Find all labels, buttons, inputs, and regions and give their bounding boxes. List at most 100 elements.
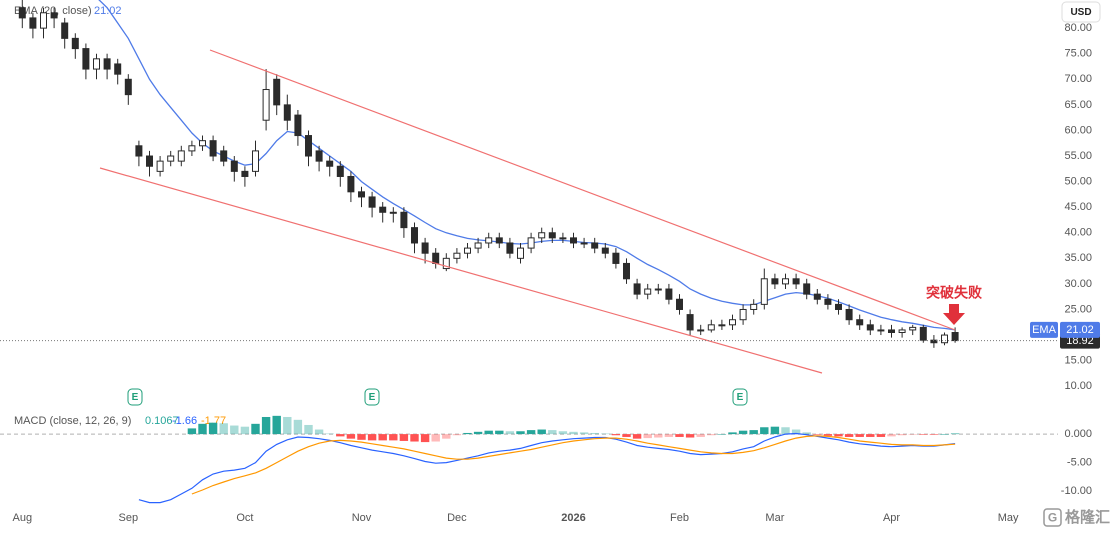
candle-body [898,329,906,334]
candle-body [146,155,153,167]
macd-histogram-bar [590,432,599,435]
candle-body [591,242,599,249]
candle-body [135,145,143,157]
candle-body [262,89,270,121]
macd-histogram-bar [866,434,875,437]
candle-body [209,140,217,157]
x-tick-label: Nov [352,512,372,524]
macd-y-tick-label: -10.00 [1061,485,1092,497]
macd-histogram-bar [420,434,430,443]
candle-body [782,278,789,285]
candle-body [718,324,726,327]
trend-line-lower [99,167,823,374]
candle-body [570,237,577,244]
macd-histogram-bar [887,434,896,437]
candle-body [771,278,779,285]
candle-body [103,58,111,70]
candle-body [29,17,37,29]
macd-histogram-bar [314,429,324,435]
candle-body [432,252,440,264]
candle-body [909,326,917,331]
y-tick-label: 80.00 [1064,22,1092,34]
macd-histogram-bar [611,434,621,436]
macd-histogram-bar [325,433,334,435]
x-tick-label: Aug [13,512,33,524]
candle-body [654,288,662,291]
candle-body [336,165,344,177]
price-pane [18,0,959,348]
candle-body [283,104,291,121]
macd-histogram-bar [950,433,960,435]
candle-body [82,48,90,70]
x-tick-label: Feb [670,512,689,524]
macd-histogram-bar [187,428,197,435]
candle-body [114,63,122,75]
x-tick-label: Apr [883,512,900,524]
watermark-logo-mark: G [1048,511,1057,525]
candle-body [665,288,673,300]
candle-body [888,329,895,334]
macd-histogram-bar [770,426,780,435]
ema-value-label: 21.02 [1066,324,1094,336]
x-tick-label: 2026 [561,512,585,524]
candle-body [124,78,132,96]
macd-histogram-bar [516,431,525,435]
x-tick-label: Sep [119,512,139,524]
y-tick-label: 65.00 [1064,99,1092,111]
macd-histogram-bar [537,429,546,435]
macd-line-value: -1.66 [172,415,197,427]
y-tick-label: 50.00 [1064,176,1092,188]
macd-histogram-bar [283,416,292,435]
y-tick-label: 55.00 [1064,150,1092,162]
x-tick-label: Dec [447,512,467,524]
y-tick-label: 40.00 [1064,227,1092,239]
macd-histogram-bar [442,434,451,439]
candle-body [400,211,408,229]
macd-histogram-bar [664,434,674,437]
candle-body [40,12,47,29]
macd-histogram-bar [399,434,409,441]
x-tick-label: Mar [765,512,784,524]
macd-histogram-bar [473,431,483,435]
macd-y-tick-label: 0.000 [1064,428,1092,440]
candle-body [877,329,885,332]
event-markers: E E E [127,388,748,406]
candle-body [813,293,821,300]
candle-body [305,135,312,157]
macd-histogram-bar [717,434,727,435]
candle-body [845,308,853,321]
macd-pane [0,415,1058,504]
macd-histogram-bar [251,423,260,435]
candle-body [347,175,355,193]
macd-histogram-bar [198,423,207,435]
macd-histogram-bar [569,431,578,435]
macd-line [138,432,956,504]
candle-body [252,150,259,172]
watermark-text: 格隆汇 [1065,508,1110,526]
candle-body [485,237,493,244]
macd-histogram-bar [675,434,684,437]
candle-body [93,58,100,70]
macd-histogram-bar [410,434,419,442]
trend-line-upper [209,49,956,331]
candle-body [707,324,715,331]
macd-histogram-bar [240,426,250,435]
macd-legend: MACD (close, 12, 26, 9) [14,415,131,427]
candle-body [686,314,694,331]
candle-body [368,196,376,208]
candle-body [453,252,461,259]
currency-box [1061,1,1101,23]
macd-histogram-bar [558,431,568,435]
macd-histogram-bar [802,432,811,435]
candle-body [167,155,175,162]
macd-histogram-bar [452,434,462,436]
candle-body [919,326,927,341]
macd-histogram-bar [897,434,907,436]
candle-body [199,140,206,147]
ema-legend: EMA (20, close) [14,5,92,17]
watermark: G 格隆汇 [1043,508,1110,527]
macd-histogram-bar [463,432,472,435]
macd-histogram-bar [749,430,758,435]
macd-signal-value: -1.77 [201,415,226,427]
